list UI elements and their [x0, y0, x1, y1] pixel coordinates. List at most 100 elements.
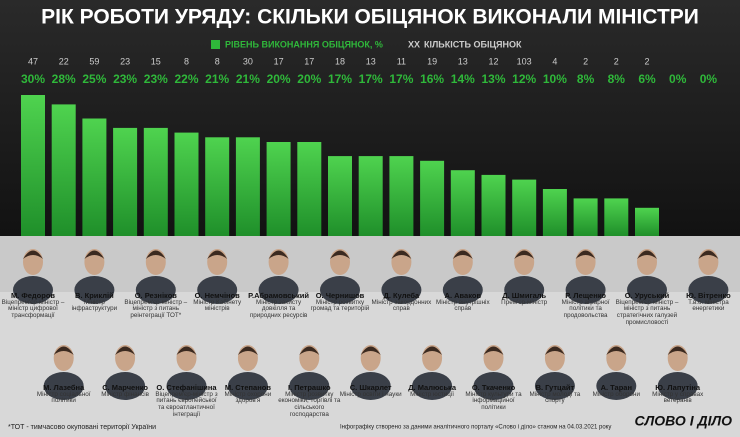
photo-shoulders: [473, 372, 514, 400]
value-label: 16%: [420, 72, 444, 86]
person-name: О. Уруський: [624, 291, 670, 300]
person-card: Д. Малюська Міністр юстиції: [400, 384, 464, 398]
person-card: А. Таран Міністр оборони: [584, 384, 648, 398]
person-name: С. Марченко: [102, 383, 148, 392]
person-card: О. Чернишов Міністр розвитку громад та те…: [308, 292, 372, 313]
bar: [481, 174, 506, 236]
person-card: О. Уруський Віцепрем'єр-міністр – міністр…: [615, 292, 679, 326]
photo-hair: [237, 346, 258, 355]
count-label: 103: [517, 56, 532, 66]
person-card: В. Криклій Міністр інфраструктури: [62, 292, 126, 313]
person-card: В. Гутцайт Міністр молоді та спорту: [523, 384, 587, 405]
bar: [635, 207, 659, 236]
person-role: Міністр аграрної політики та продовольст…: [561, 298, 610, 320]
person-name: В. Криклій: [75, 291, 114, 300]
person-name: М. Степанов: [224, 383, 271, 392]
value-label: 23%: [113, 72, 137, 86]
photo-hair: [53, 346, 74, 355]
photo-shoulders: [13, 276, 53, 304]
bar: [235, 137, 260, 236]
count-label: 12: [488, 56, 498, 66]
person-role: Міністр оборони: [592, 390, 640, 398]
person-name: М. Федоров: [10, 291, 56, 300]
photo-shoulders: [258, 276, 299, 304]
person-name: Ю. Лапутіна: [655, 383, 701, 392]
bar: [358, 156, 383, 236]
bar: [174, 132, 199, 236]
person-role: Міністр у справах ветеранів: [652, 390, 704, 405]
chart-title: РІК РОБОТИ УРЯДУ: СКІЛЬКИ ОБІЦЯНОК ВИКОН…: [41, 6, 699, 29]
photo-shoulders: [504, 276, 545, 304]
value-label: 12%: [512, 72, 536, 86]
person-role: Міністр соціальної політики: [36, 390, 91, 405]
count-label: 17: [304, 56, 314, 66]
person-card: А. Аваков Міністр внутрішніх справ: [431, 292, 495, 313]
photo-hair: [207, 250, 228, 259]
photo-hair: [360, 346, 381, 355]
bar: [143, 127, 168, 236]
bar: [512, 179, 537, 236]
person-name: О. Чернишов: [315, 291, 365, 300]
count-label: 22: [59, 56, 69, 66]
logo: СЛОВО І ДІЛО: [635, 413, 733, 429]
bar: [113, 127, 138, 236]
person-card: Ю. Вітренко Т.в.о. міністра енергетики: [676, 292, 740, 313]
person-name: Д. Кулеба: [383, 291, 420, 300]
count-label: 13: [366, 56, 376, 66]
count-label: 19: [427, 56, 437, 66]
value-label: 8%: [608, 72, 626, 86]
person-role: Міністр інфраструктури: [71, 298, 118, 313]
photo-shoulders: [657, 372, 698, 400]
photo-shoulders: [105, 372, 146, 400]
count-label: 17: [274, 56, 284, 66]
photo-shoulders: [227, 372, 268, 400]
count-label: 15: [151, 56, 161, 66]
person-card: Д. Шмигаль Прем'єр-міністр: [492, 292, 556, 306]
photo-hair: [391, 250, 412, 259]
person-name: Р. Лещенко: [565, 291, 606, 300]
person-name: О. Стефанішина: [156, 383, 217, 392]
person-name: С. Шкарлет: [349, 383, 392, 392]
value-label: 21%: [205, 72, 229, 86]
photo-hair: [483, 346, 504, 355]
person-card: І. Петрашко Міністр розвитку економіки, т…: [277, 384, 341, 418]
person-name: А. Таран: [600, 383, 633, 392]
photo-shoulders: [565, 276, 606, 304]
photo-hair: [637, 250, 657, 259]
count-label: 2: [614, 56, 619, 66]
value-label: 17%: [328, 72, 352, 86]
person-card: О. Резніков Віцепрем'єр-міністр – міністр…: [124, 292, 188, 320]
photo-shoulders: [166, 372, 207, 400]
photo-hair: [514, 250, 535, 259]
count-label: 2: [583, 56, 588, 66]
value-label: 14%: [451, 72, 475, 86]
person-role: Міністр закордонних справ: [371, 298, 432, 313]
value-label: 13%: [481, 72, 505, 86]
person-name: В. Гутцайт: [535, 383, 575, 392]
photo-shoulders: [412, 372, 453, 400]
person-card: О. Стефанішина Віцепрем'єр-міністр з пита…: [155, 384, 219, 418]
count-label: 59: [89, 56, 99, 66]
person-card: Р.Абрамовський Міністр захисту довкілля т…: [247, 292, 311, 320]
person-name: Ю. Вітренко: [686, 291, 731, 300]
legend-label: РІВЕНЬ ВИКОНАННЯ ОБІЦЯНОК, %: [225, 39, 383, 49]
photo-hair: [145, 250, 166, 259]
photo-hair: [115, 346, 136, 355]
photo-hair: [422, 346, 443, 355]
bar: [297, 142, 322, 236]
person-card: Д. Кулеба Міністр закордонних справ: [369, 292, 433, 313]
value-label: 25%: [82, 72, 106, 86]
photo-shoulders: [43, 372, 84, 400]
person-name: Р.Абрамовський: [248, 291, 310, 300]
value-label: 0%: [669, 72, 687, 86]
person-card: Р. Лещенко Міністр аграрної політики та п…: [554, 292, 618, 320]
person-role: Міністр захисту довкілля та природних ре…: [249, 298, 308, 320]
person-role: Міністр Кабінету міністрів: [193, 298, 242, 313]
person-name: А. Аваков: [444, 291, 482, 300]
count-label: 47: [28, 56, 38, 66]
bar: [82, 118, 107, 236]
legend-marker: XX: [408, 39, 420, 49]
person-role: Віцепрем'єр-міністр з питань європейсько…: [155, 390, 218, 418]
count-label: 8: [184, 56, 189, 66]
